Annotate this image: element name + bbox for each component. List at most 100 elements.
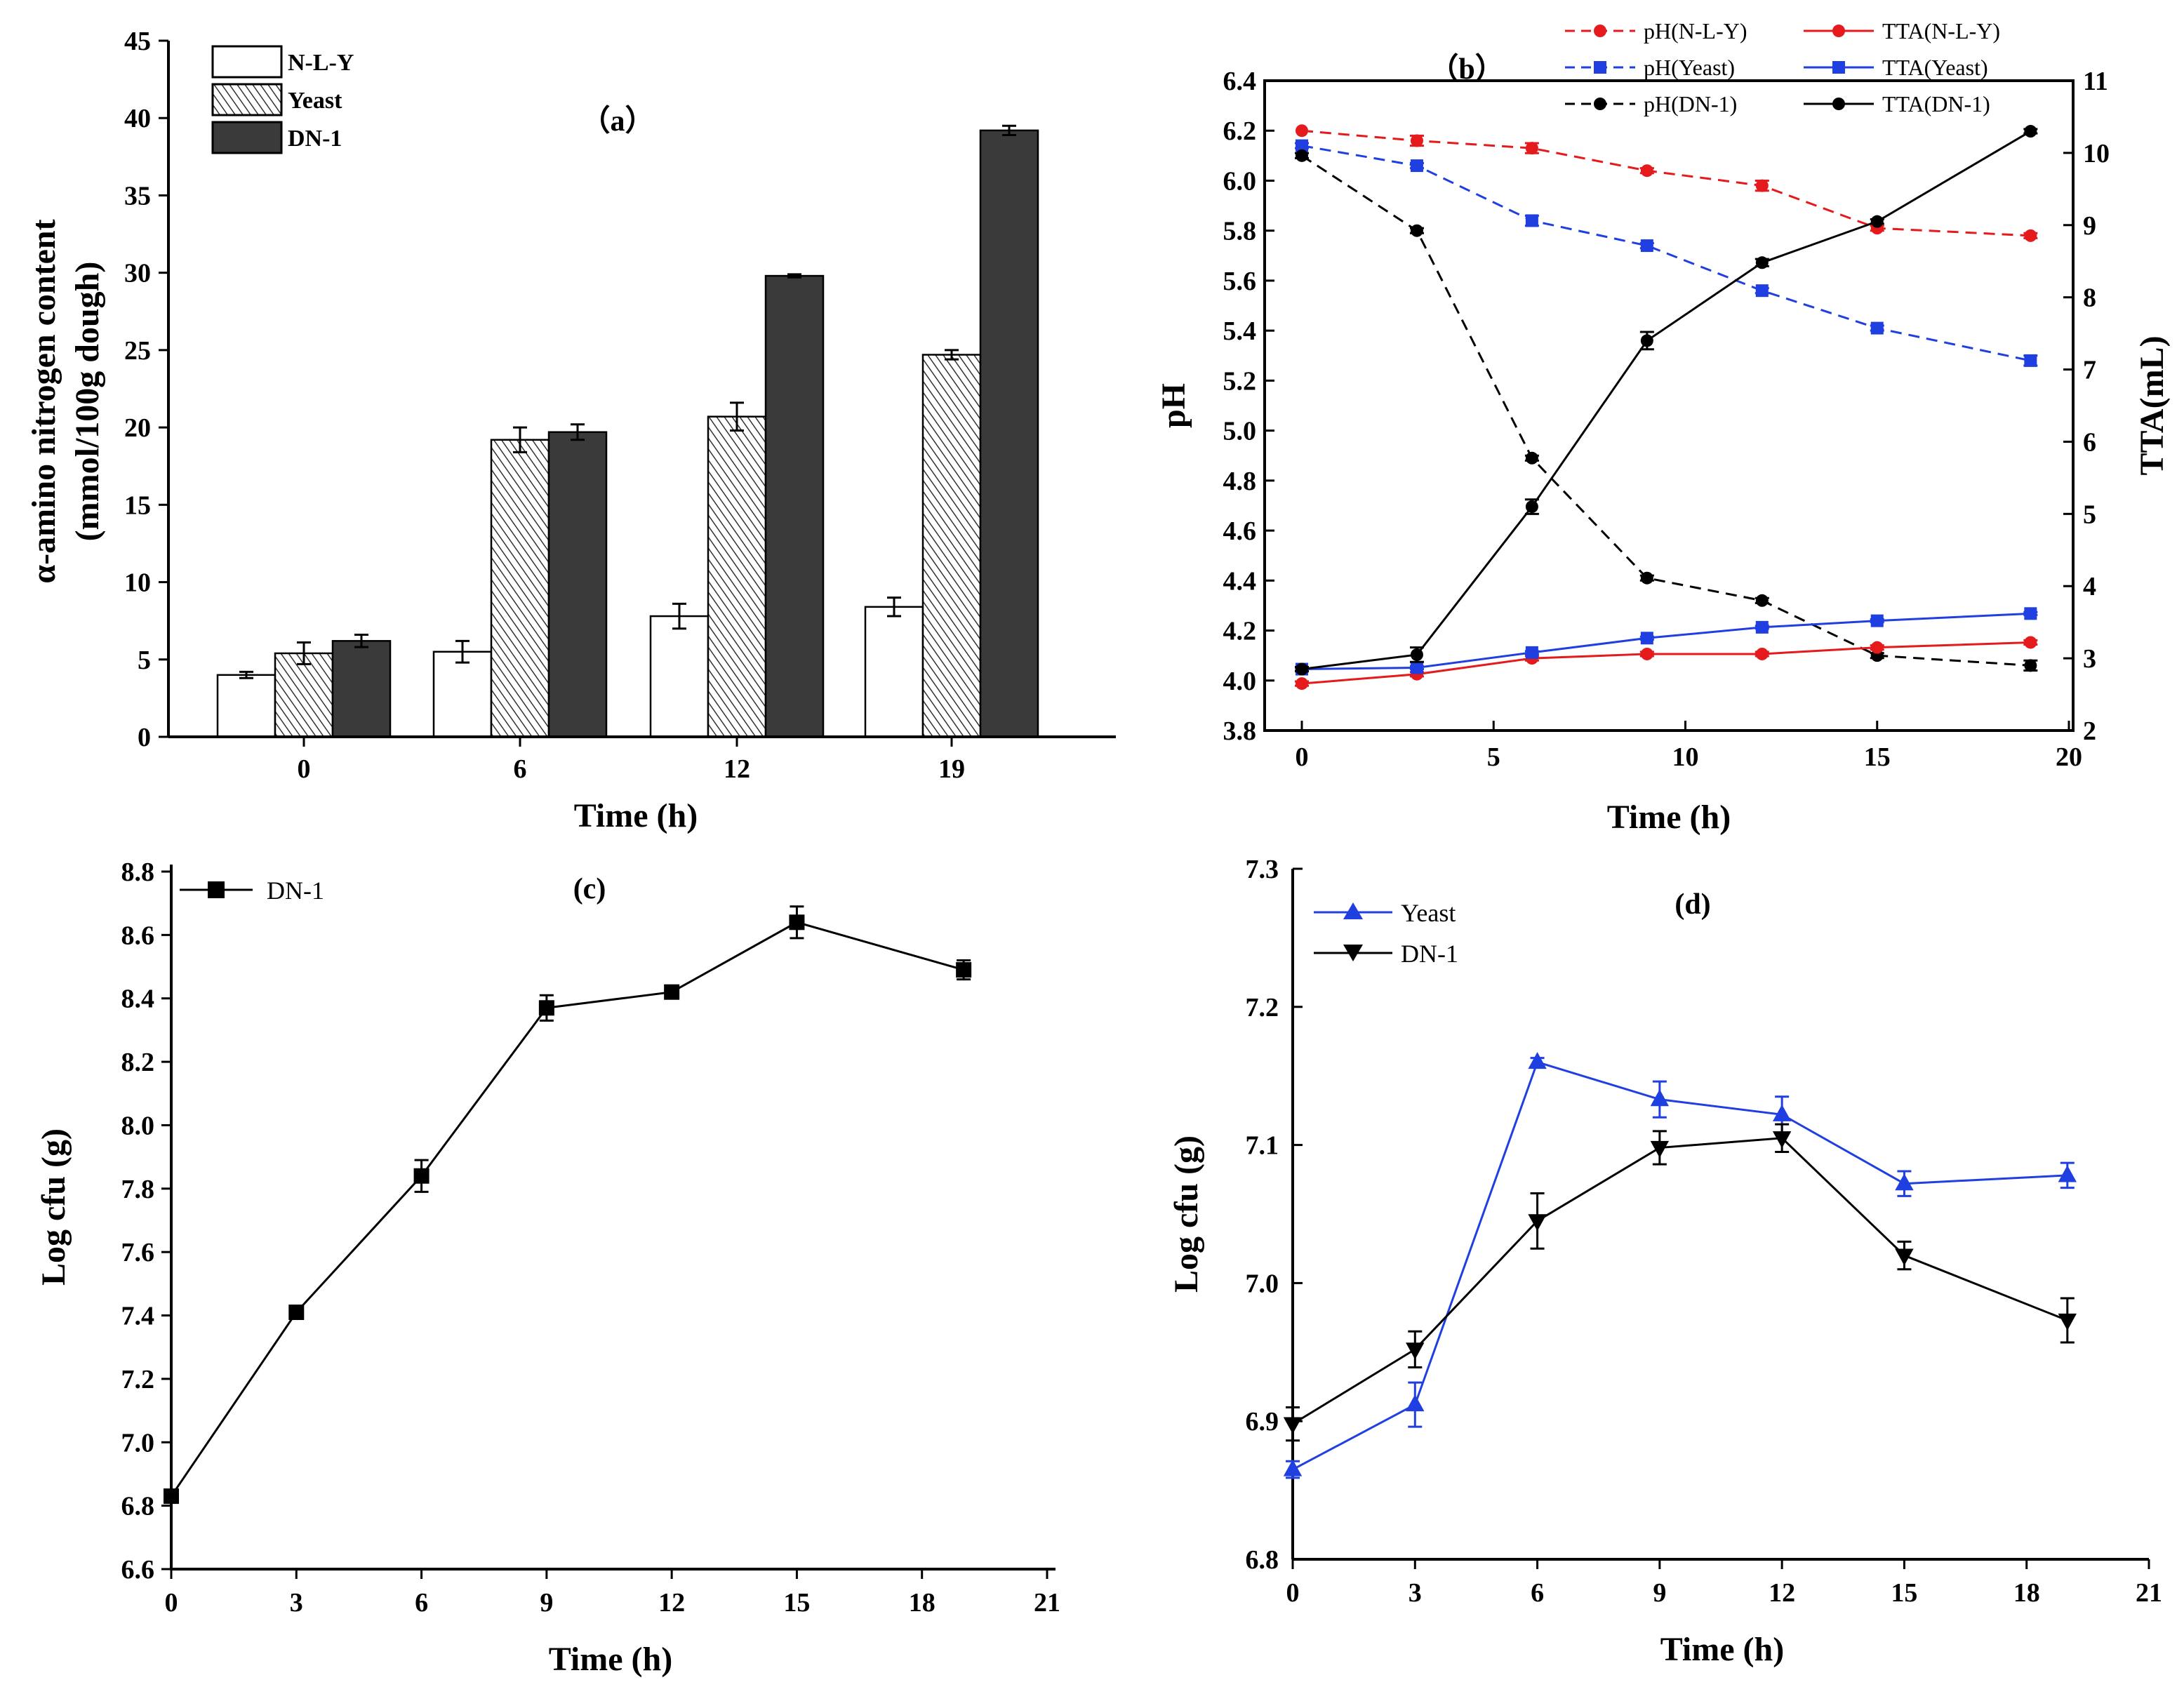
point-ph-n-l-y — [1296, 124, 1308, 138]
point-dn-1 — [1406, 1342, 1425, 1360]
point-dn-1 — [1895, 1248, 1914, 1266]
x-tick-label: 20 — [2056, 742, 2082, 772]
y2-tick-label: 5 — [2083, 500, 2096, 529]
point-tta-n-l-y — [1296, 677, 1308, 691]
panel-a-title: （a） — [580, 105, 654, 138]
legend-marker-dn1 — [208, 881, 225, 898]
panel-a-y-label-line2: (mmol/100g dough) — [69, 262, 106, 542]
legend-marker — [1832, 98, 1845, 110]
y-tick-label: 25 — [124, 336, 151, 366]
panel-c-series — [164, 905, 972, 1505]
y-tick-label: 6.8 — [1246, 1545, 1279, 1575]
x-tick-label: 3 — [1409, 1578, 1422, 1608]
panel-c-y-label: Log cfu (g) — [35, 1128, 72, 1286]
y-tick-label: 6.6 — [121, 1555, 155, 1585]
legend-label: TTA(N-L-Y) — [1882, 18, 2000, 44]
bar-yeast — [274, 652, 334, 738]
y-tick-label: 4.6 — [1223, 516, 1257, 546]
y-tick-label: 45 — [124, 27, 151, 56]
y-tick-label: 8.4 — [121, 985, 155, 1014]
y-tick-label: 6.2 — [1223, 116, 1257, 146]
y-tick-label: 7.1 — [1246, 1131, 1279, 1161]
bar-yeast — [921, 354, 982, 738]
y2-tick-label: 9 — [2083, 211, 2096, 241]
x-tick-label: 9 — [540, 1588, 553, 1618]
y2-tick-label: 2 — [2083, 716, 2096, 746]
x-tick-label: 0 — [165, 1588, 178, 1618]
panel-b-series — [1295, 124, 2038, 691]
y-tick-label: 7.4 — [121, 1302, 155, 1331]
series-line-dn1 — [170, 921, 964, 1497]
y2-tick-label: 6 — [2083, 427, 2096, 457]
y2-tick-label: 11 — [2083, 67, 2108, 96]
y-tick-label: 7.3 — [1246, 855, 1279, 884]
y-tick-label: 6.0 — [1223, 166, 1257, 196]
point-dn-1 — [2058, 1313, 2077, 1331]
point-ph-dn-1 — [1525, 451, 1538, 465]
point-ph-n-l-y — [2024, 229, 2037, 242]
x-tick-label: 12 — [724, 754, 750, 784]
y-tick-label: 5.8 — [1223, 217, 1257, 246]
series-line-tta-yeast — [1301, 612, 2031, 671]
y-tick-label: 4.4 — [1223, 566, 1257, 596]
y-tick-label: 15 — [124, 491, 151, 520]
y-tick-label: 8.6 — [121, 921, 155, 950]
bar-dn-1 — [331, 640, 392, 738]
point-dn-1 — [1528, 1214, 1547, 1232]
point-tta-dn-1 — [1410, 648, 1423, 661]
point-tta-dn-1 — [1525, 500, 1538, 514]
legend-label-dn1: DN-1 — [288, 126, 342, 152]
point-yeast — [1895, 1173, 1914, 1191]
x-tick-label: 15 — [1891, 1578, 1917, 1608]
y-tick-label: 8.2 — [121, 1048, 155, 1077]
y-tick-label: 4.0 — [1223, 667, 1257, 696]
y-tick-label: 5.6 — [1223, 267, 1257, 296]
panel-c-legend: DN-1 — [180, 876, 324, 905]
panel-d-y-label: Log cfu (g) — [1168, 1135, 1205, 1293]
y2-tick-label: 7 — [2083, 356, 2096, 385]
panel-d-title: (d) — [1674, 888, 1710, 921]
panel-a-bars — [216, 124, 1039, 738]
panel-b-ticks: 3.8 4.0 4.2 4.4 4.6 4.8 5.0 5.2 5.4 5.6 5.8 6.0 6.2 6… — [1223, 67, 2110, 772]
legend-swatch-nly — [211, 45, 283, 79]
legend-label-yeast: Yeast — [288, 88, 342, 114]
panel-a-legend: N-L-Y Yeast DN-1 — [211, 45, 354, 154]
y-tick-label: 4.2 — [1223, 617, 1257, 646]
panel-b-y-label: pH — [1155, 383, 1192, 428]
y2-tick-label: 3 — [2083, 644, 2096, 674]
y-tick-label: 4.8 — [1223, 467, 1257, 496]
y-tick-label: 7.6 — [121, 1238, 155, 1267]
legend-label: pH(DN-1) — [1644, 91, 1737, 116]
x-tick-label: 15 — [1864, 742, 1891, 772]
panel-d-ticks: 6.8 6.9 7.0 7.1 7.2 7.3 0 3 6 9 12 15 18 21 — [1246, 855, 2163, 1608]
y-tick-label: 6.9 — [1246, 1407, 1279, 1436]
point-ph-n-l-y — [1640, 164, 1653, 178]
panel-d-series — [1283, 1052, 2077, 1479]
panel-b-x-label: Time (h) — [1607, 799, 1731, 836]
panel-c-ticks: 6.6 6.8 7.0 7.2 7.4 7.6 7.8 8.0 8.2 8.4 8.6 8.8 0 3 6 9… — [121, 858, 1061, 1618]
bar-yeast — [490, 439, 550, 738]
bar-yeast — [707, 415, 767, 738]
point-tta-n-l-y — [1755, 647, 1769, 660]
point-tta-yeast — [2024, 607, 2037, 620]
legend-marker — [1594, 61, 1606, 74]
x-tick-label: 6 — [1531, 1578, 1544, 1608]
y2-tick-label: 4 — [2083, 572, 2096, 601]
y-tick-label: 30 — [124, 259, 151, 288]
point-dn1 — [789, 914, 805, 931]
y-tick-label: 6.4 — [1223, 67, 1257, 96]
point-dn1 — [538, 1000, 554, 1016]
point-ph-yeast — [1640, 239, 1653, 253]
point-dn-1 — [1650, 1140, 1670, 1158]
panel-a: （a） 0 5 10 15 20 25 30 35 40 45 0 6 12 19 Time (h) α… — [25, 27, 1116, 834]
bar-dn-1 — [547, 431, 608, 738]
point-ph-dn-1 — [2024, 659, 2037, 672]
legend-label-d-yeast: Yeast — [1401, 899, 1456, 927]
point-ph-dn-1 — [1640, 571, 1653, 585]
panel-a-y-ticks: 0 5 10 15 20 25 30 35 40 45 — [124, 27, 168, 752]
y2-tick-label: 10 — [2083, 139, 2110, 168]
panel-a-x-label: Time (h) — [574, 797, 698, 834]
y-tick-label: 10 — [124, 568, 151, 598]
point-tta-dn-1 — [1296, 662, 1308, 676]
point-yeast — [1772, 1104, 1792, 1121]
